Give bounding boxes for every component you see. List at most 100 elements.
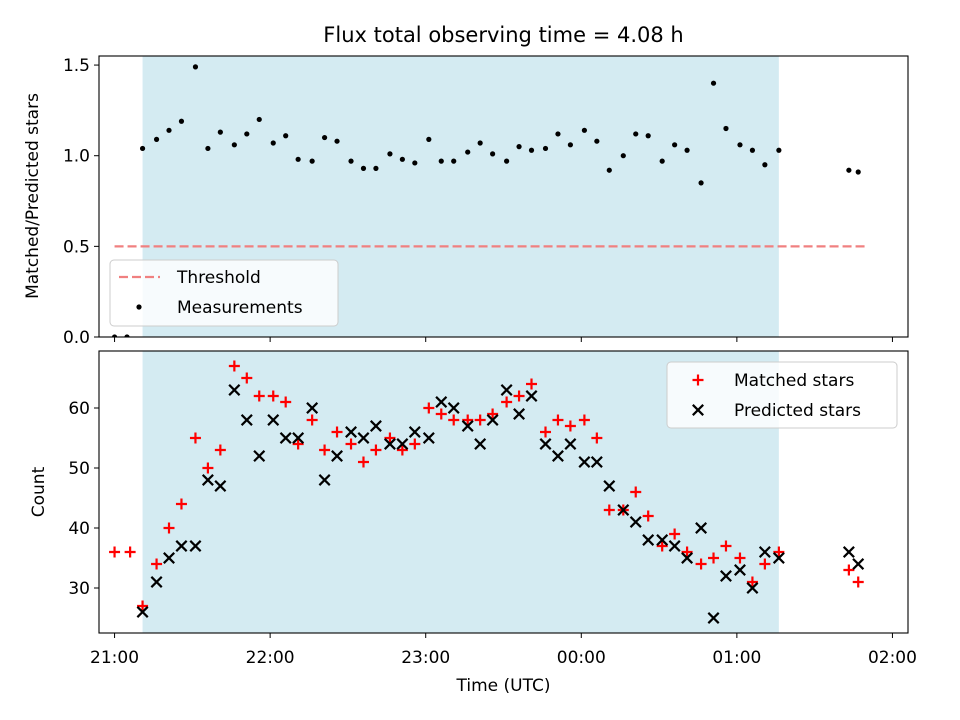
- measurement-point: [309, 158, 315, 164]
- measurement-point: [399, 156, 405, 162]
- matched-star-marker: [603, 504, 615, 516]
- matched-star-marker: [759, 558, 771, 570]
- top-legend: Threshold Measurements: [109, 259, 339, 327]
- measurement-point: [426, 136, 432, 142]
- predicted-star-marker: [746, 582, 759, 594]
- top-y-tick-label: 0.0: [63, 328, 90, 348]
- measurement-point: [737, 142, 743, 148]
- measurement-point: [581, 127, 588, 133]
- measurement-point: [846, 167, 852, 173]
- matched-star-marker: [345, 438, 357, 450]
- measurement-point: [387, 151, 393, 157]
- measurement-point: [645, 133, 651, 139]
- matched-star-marker: [189, 432, 201, 444]
- x-tick-label: 23:00: [401, 648, 450, 668]
- matched-star-marker: [746, 576, 758, 588]
- measurement-point: [270, 140, 276, 146]
- predicted-star-marker: [668, 540, 681, 552]
- matched-star-marker: [370, 444, 382, 456]
- measurement-point: [477, 140, 483, 146]
- legend-threshold-label: Threshold: [176, 268, 261, 288]
- matched-star-marker: [526, 378, 538, 390]
- measurement-point: [178, 118, 185, 124]
- matched-star-marker: [656, 540, 668, 552]
- predicted-star-marker: [175, 540, 188, 552]
- measurement-point: [555, 131, 561, 137]
- matched-star-marker: [202, 462, 214, 474]
- measurement-point: [451, 158, 457, 164]
- bottom-axes: 30 40 50 60 21:00 22:00 23:00 00:00 01:00 02:00: [68, 350, 917, 668]
- predicted-star-marker: [642, 534, 655, 546]
- predicted-star-marker: [163, 552, 175, 564]
- measurement-point: [465, 149, 471, 155]
- x-tick-label: 22:00: [246, 648, 295, 668]
- matched-star-marker: [423, 402, 435, 414]
- measurement-point: [659, 158, 665, 164]
- legend-matched-label: Matched stars: [734, 371, 854, 391]
- predicted-star-marker: [396, 438, 409, 450]
- matched-star-marker: [435, 408, 447, 420]
- top-panel: 0.0 0.5 1.0 1.5 Matched/Predicted stars Thr…: [23, 55, 909, 348]
- measurement-point: [762, 162, 768, 168]
- predicted-star-marker: [695, 522, 708, 534]
- predicted-star-marker: [306, 402, 319, 414]
- predicted-star-marker: [228, 384, 241, 396]
- measurement-point: [231, 142, 237, 148]
- matched-star-marker: [474, 414, 486, 426]
- predicted-star-marker: [201, 474, 214, 486]
- top-legend-box: [109, 259, 339, 327]
- bottom-y-tick-label: 60: [68, 399, 90, 419]
- matched-star-marker: [540, 426, 552, 438]
- top-measurement-points: [111, 64, 861, 337]
- predicted-star-marker: [474, 438, 487, 450]
- matched-star-marker: [396, 444, 408, 456]
- measurement-point: [684, 147, 690, 153]
- matched-star-marker: [448, 414, 460, 426]
- legend-measurement-swatch: [136, 304, 142, 310]
- matched-star-marker: [591, 432, 603, 444]
- predicted-star-marker: [719, 570, 732, 582]
- matched-star-marker: [306, 414, 318, 426]
- predicted-star-marker: [772, 552, 785, 564]
- matched-star-marker: [137, 600, 149, 612]
- top-y-tick-label: 1.0: [63, 147, 90, 167]
- measurement-point: [633, 131, 639, 137]
- matched-star-marker: [241, 372, 253, 384]
- bottom-y-tick-label: 30: [68, 579, 90, 599]
- matched-star-marker: [552, 414, 564, 426]
- predicted-star-marker: [525, 390, 538, 402]
- matched-star-marker: [267, 390, 279, 402]
- matched-star-marker: [462, 414, 474, 426]
- measurement-point: [504, 158, 510, 164]
- measurement-point: [244, 131, 250, 137]
- matched-star-marker: [384, 432, 396, 444]
- matched-star-marker: [151, 558, 163, 570]
- x-tick-label: 00:00: [557, 648, 606, 668]
- predicted-star-marker: [369, 420, 382, 432]
- predicted-star-marker: [408, 426, 421, 438]
- x-axis-label: Time (UTC): [456, 676, 551, 696]
- bottom-legend: Matched stars Predicted stars: [666, 361, 898, 429]
- matched-star-marker: [681, 546, 693, 558]
- measurement-point: [111, 334, 118, 337]
- matched-star-marker: [578, 414, 590, 426]
- matched-star-marker: [280, 396, 292, 408]
- predicted-star-marker: [422, 432, 435, 444]
- predicted-star-marker: [214, 480, 227, 492]
- matched-star-marker: [501, 396, 513, 408]
- predicted-star-marker: [603, 480, 616, 492]
- measurement-point: [542, 145, 549, 152]
- matched-star-marker: [253, 390, 265, 402]
- predicted-star-marker: [500, 384, 513, 396]
- legend-matched-swatch: [692, 374, 704, 386]
- measurement-point: [749, 147, 756, 153]
- measurement-point: [594, 138, 600, 144]
- bottom-y-tick-label: 50: [68, 459, 90, 479]
- predicted-star-marker: [331, 450, 344, 462]
- measurement-point: [373, 165, 379, 171]
- predicted-star-marker: [852, 558, 865, 570]
- predicted-star-marker: [292, 432, 305, 444]
- top-axes: 0.0 0.5 1.0 1.5: [63, 55, 909, 348]
- measurement-point: [334, 138, 340, 144]
